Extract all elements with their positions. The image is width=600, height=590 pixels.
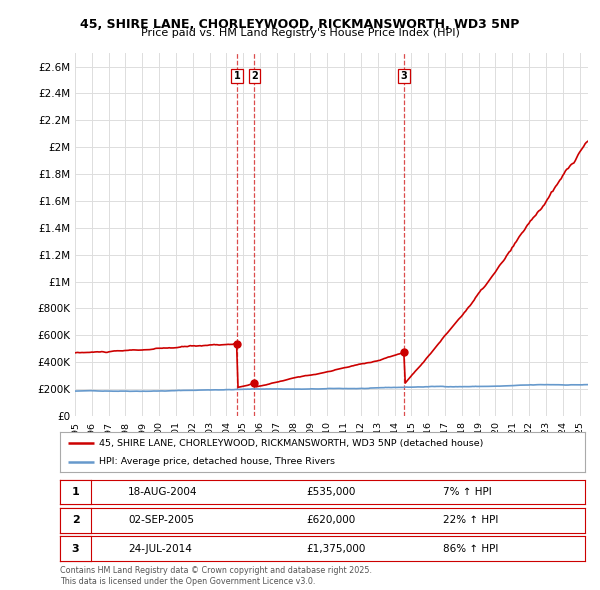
Text: 3: 3	[72, 543, 79, 553]
Text: 2: 2	[251, 71, 258, 81]
Text: Contains HM Land Registry data © Crown copyright and database right 2025.
This d: Contains HM Land Registry data © Crown c…	[60, 566, 372, 586]
Text: Price paid vs. HM Land Registry's House Price Index (HPI): Price paid vs. HM Land Registry's House …	[140, 28, 460, 38]
Text: 1: 1	[72, 487, 79, 497]
Text: 3: 3	[401, 71, 407, 81]
Text: 45, SHIRE LANE, CHORLEYWOOD, RICKMANSWORTH, WD3 5NP (detached house): 45, SHIRE LANE, CHORLEYWOOD, RICKMANSWOR…	[100, 438, 484, 448]
Text: 24-JUL-2014: 24-JUL-2014	[128, 543, 192, 553]
Text: HPI: Average price, detached house, Three Rivers: HPI: Average price, detached house, Thre…	[100, 457, 335, 467]
Text: £535,000: £535,000	[307, 487, 356, 497]
Text: 45, SHIRE LANE, CHORLEYWOOD, RICKMANSWORTH, WD3 5NP: 45, SHIRE LANE, CHORLEYWOOD, RICKMANSWOR…	[80, 18, 520, 31]
Text: 22% ↑ HPI: 22% ↑ HPI	[443, 515, 499, 525]
Text: 2: 2	[72, 515, 79, 525]
Text: 18-AUG-2004: 18-AUG-2004	[128, 487, 198, 497]
Text: 7% ↑ HPI: 7% ↑ HPI	[443, 487, 492, 497]
Text: 02-SEP-2005: 02-SEP-2005	[128, 515, 194, 525]
Text: £1,375,000: £1,375,000	[307, 543, 366, 553]
Text: £620,000: £620,000	[307, 515, 356, 525]
Text: 86% ↑ HPI: 86% ↑ HPI	[443, 543, 499, 553]
Text: 1: 1	[233, 71, 241, 81]
